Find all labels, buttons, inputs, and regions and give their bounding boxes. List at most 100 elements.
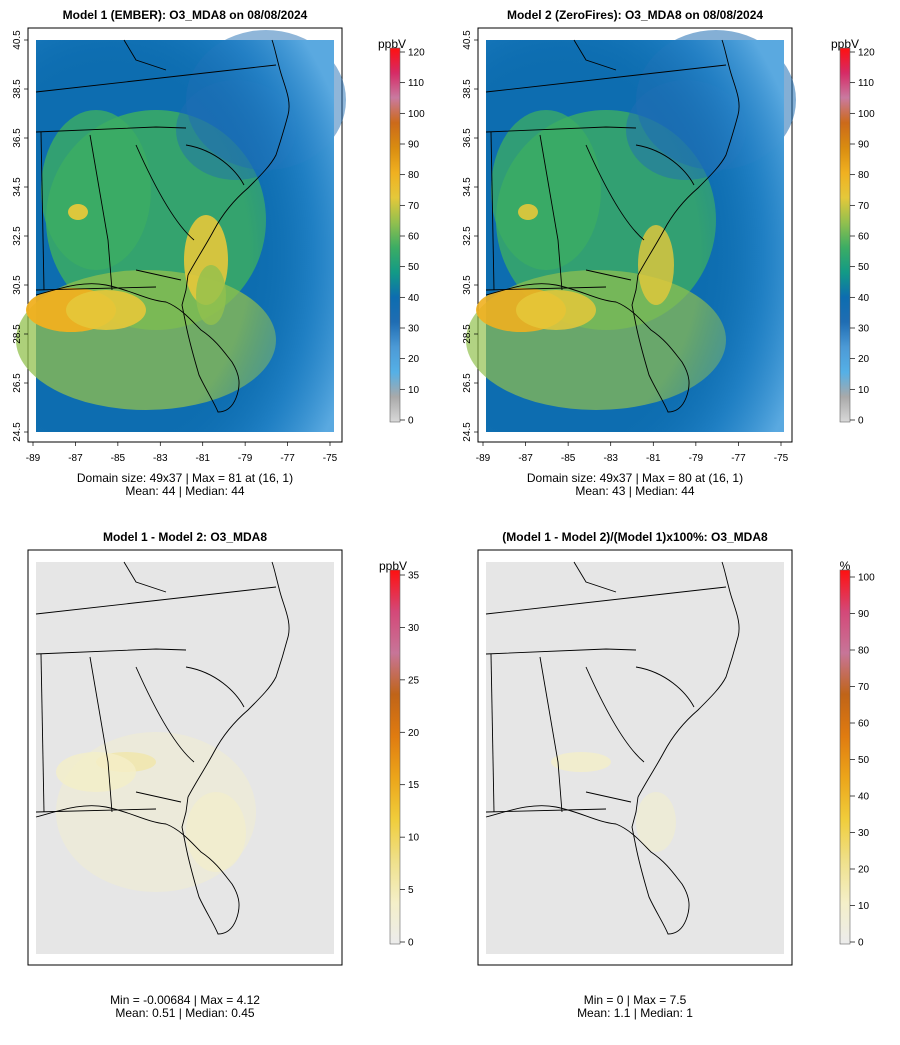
colorbar-tick-label: 100 bbox=[858, 573, 875, 584]
ocean-shading bbox=[486, 40, 784, 432]
panel-model2: Model 2 (ZeroFires): O3_MDA8 on 08/08/20… bbox=[462, 8, 875, 498]
boundary-line bbox=[637, 561, 740, 798]
colorbar-unit: ppbV bbox=[378, 37, 406, 51]
x-tick-label: -81 bbox=[195, 453, 210, 464]
boundary-line bbox=[185, 144, 245, 186]
mean-median: Mean: 1.1 | Median: 1 bbox=[577, 1006, 693, 1020]
concentration-region bbox=[56, 752, 136, 792]
colorbar-tick-label: 80 bbox=[858, 170, 870, 181]
y-tick-label: 30.5 bbox=[462, 275, 473, 295]
x-tick-label: -83 bbox=[153, 453, 168, 464]
boundary-line bbox=[35, 126, 187, 133]
boundary-line bbox=[485, 286, 607, 291]
boundary-line bbox=[89, 134, 113, 291]
y-tick-label: 28.5 bbox=[462, 324, 473, 344]
y-axis: 40.5 38.5 36.5 34.5 32.5 30.5 28.5 26.5 24.5 bbox=[12, 30, 28, 442]
colorbar-tick-label: 50 bbox=[858, 755, 870, 766]
colorbar-tick-label: 30 bbox=[408, 324, 420, 335]
colorbar-tick-label: 110 bbox=[408, 78, 424, 89]
boundary-line bbox=[35, 648, 187, 655]
panel-title: Model 1 (EMBER): O3_MDA8 on 08/08/2024 bbox=[63, 8, 308, 22]
colorbar-tick-label: 60 bbox=[858, 719, 870, 730]
colorbar-ticks: 35 30 25 20 15 10 5 0 bbox=[400, 571, 420, 949]
y-tick-label: 40.5 bbox=[12, 30, 23, 50]
colorbar-tick-label: 0 bbox=[408, 416, 414, 427]
colorbar-tick-label: 110 bbox=[858, 78, 874, 89]
colorbar-tick-label: 30 bbox=[858, 324, 870, 335]
x-tick-label: -75 bbox=[323, 453, 338, 464]
colorbar-tick-label: 60 bbox=[858, 232, 870, 243]
field-hotspots bbox=[56, 732, 256, 892]
colorbar-tick-label: 10 bbox=[858, 901, 870, 912]
min-max-stats: Min = 0 | Max = 7.5 bbox=[584, 993, 687, 1007]
boundary-line bbox=[485, 126, 637, 133]
x-axis: -89 -87 -85 -83 -81 -79 -77 -75 bbox=[26, 442, 338, 464]
boundary-line bbox=[135, 269, 182, 281]
boundary-line bbox=[485, 64, 727, 93]
boundary-line bbox=[35, 286, 157, 291]
colorbar-tick-label: 10 bbox=[408, 385, 420, 396]
boundary-line bbox=[635, 666, 695, 708]
y-tick-label: 34.5 bbox=[462, 177, 473, 197]
concentration-region bbox=[636, 792, 676, 852]
boundary-line bbox=[185, 666, 245, 708]
colorbar-tick-label: 20 bbox=[408, 354, 420, 365]
y-tick-label: 38.5 bbox=[12, 79, 23, 99]
boundary-line bbox=[187, 561, 290, 798]
colorbar-tick-label: 50 bbox=[408, 262, 420, 273]
boundary-line bbox=[585, 791, 632, 803]
x-tick-label: -87 bbox=[68, 453, 83, 464]
colorbar-tick-label: 5 bbox=[408, 885, 414, 896]
y-tick-label: 34.5 bbox=[12, 177, 23, 197]
boundary-line bbox=[187, 39, 290, 276]
field-hotspots bbox=[16, 30, 346, 432]
state-boundaries bbox=[35, 39, 290, 413]
y-tick-label: 32.5 bbox=[12, 226, 23, 246]
colorbar bbox=[839, 569, 851, 945]
boundary-line bbox=[89, 656, 113, 813]
mean-median: Mean: 43 | Median: 44 bbox=[575, 484, 695, 498]
ocean-shading bbox=[36, 40, 334, 432]
colorbar-tick-label: 70 bbox=[858, 201, 870, 212]
y-axis: 40.5 38.5 36.5 34.5 32.5 30.5 28.5 26.5 24.5 bbox=[462, 30, 478, 442]
x-tick-label: -89 bbox=[26, 453, 41, 464]
x-axis: -89 -87 -85 -83 -81 -79 -77 -75 bbox=[476, 442, 789, 464]
boundary-line bbox=[485, 274, 690, 413]
colorbar-tick-label: 90 bbox=[408, 140, 420, 151]
concentration-region bbox=[551, 752, 611, 772]
boundary-line bbox=[135, 666, 195, 763]
concentration-region bbox=[56, 732, 256, 892]
x-tick-label: -83 bbox=[603, 453, 618, 464]
x-tick-label: -81 bbox=[646, 453, 661, 464]
colorbar-tick-label: 70 bbox=[858, 682, 870, 693]
x-tick-label: -77 bbox=[280, 453, 295, 464]
colorbar-tick-label: 120 bbox=[858, 48, 875, 59]
state-boundaries bbox=[35, 561, 290, 935]
boundary-line bbox=[123, 561, 167, 593]
colorbar-tick-label: 0 bbox=[858, 416, 864, 427]
y-tick-label: 36.5 bbox=[462, 128, 473, 148]
boundary-line bbox=[35, 796, 240, 935]
boundary-line bbox=[585, 666, 645, 763]
panel-title: Model 2 (ZeroFires): O3_MDA8 on 08/08/20… bbox=[507, 8, 763, 22]
colorbar-unit: % bbox=[840, 559, 851, 573]
boundary-line bbox=[35, 64, 277, 93]
colorbar-tick-label: 20 bbox=[858, 354, 870, 365]
colorbar-tick-label: 35 bbox=[408, 571, 420, 582]
panel-title: (Model 1 - Model 2)/(Model 1)x100%: O3_M… bbox=[502, 530, 768, 544]
boundary-line bbox=[490, 131, 495, 291]
x-tick-label: -89 bbox=[476, 453, 491, 464]
boundary-line bbox=[637, 39, 740, 276]
colorbar-tick-label: 80 bbox=[858, 646, 870, 657]
colorbar-tick-label: 50 bbox=[858, 262, 870, 273]
min-max-stats: Min = -0.00684 | Max = 4.12 bbox=[110, 993, 260, 1007]
boundary-line bbox=[135, 791, 182, 803]
y-tick-label: 24.5 bbox=[12, 422, 23, 442]
x-tick-label: -79 bbox=[689, 453, 704, 464]
colorbar-tick-label: 40 bbox=[408, 293, 420, 304]
boundary-line bbox=[135, 144, 195, 241]
x-tick-label: -79 bbox=[238, 453, 253, 464]
colorbar-tick-label: 15 bbox=[408, 780, 420, 791]
